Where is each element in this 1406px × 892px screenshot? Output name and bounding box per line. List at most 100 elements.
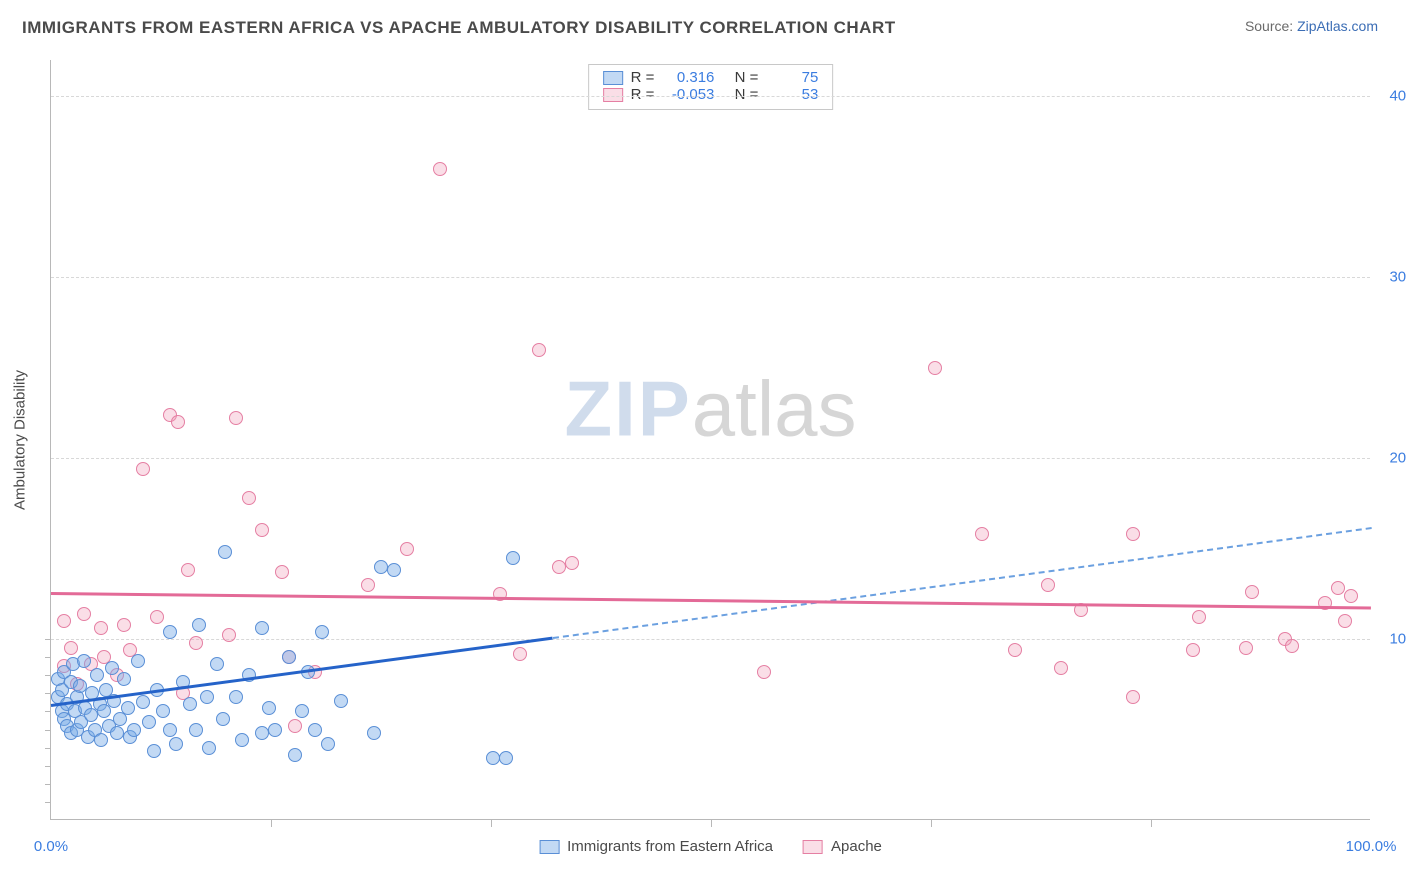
data-point-s1 xyxy=(131,654,145,668)
data-point-s2 xyxy=(1338,614,1352,628)
data-point-s2 xyxy=(361,578,375,592)
data-point-s1 xyxy=(202,741,216,755)
y-tick-label: 30.0% xyxy=(1376,269,1406,286)
x-tick xyxy=(491,819,492,827)
data-point-s2 xyxy=(255,523,269,537)
data-point-s1 xyxy=(210,657,224,671)
data-point-s2 xyxy=(975,527,989,541)
data-point-s1 xyxy=(229,690,243,704)
trend-line xyxy=(552,527,1371,639)
x-tick xyxy=(931,819,932,827)
grid-line xyxy=(51,639,1370,640)
data-point-s1 xyxy=(127,723,141,737)
y-tick-label: 20.0% xyxy=(1376,450,1406,467)
data-point-s2 xyxy=(189,636,203,650)
r-value-s2: -0.053 xyxy=(662,86,714,103)
plot-area: ZIPatlas R = 0.316 N = 75 R = -0.053 N =… xyxy=(50,60,1370,820)
data-point-s2 xyxy=(1186,643,1200,657)
legend-item-s2: Apache xyxy=(803,838,882,855)
data-point-s2 xyxy=(181,563,195,577)
source-prefix: Source: xyxy=(1245,18,1297,34)
data-point-s1 xyxy=(200,690,214,704)
data-point-s1 xyxy=(334,694,348,708)
data-point-s2 xyxy=(1192,610,1206,624)
x-tick-label: 0.0% xyxy=(34,838,68,855)
data-point-s1 xyxy=(136,695,150,709)
data-point-s1 xyxy=(308,723,322,737)
data-point-s2 xyxy=(1126,527,1140,541)
data-point-s1 xyxy=(315,625,329,639)
n-label-s2: N = xyxy=(735,86,759,103)
data-point-s1 xyxy=(97,704,111,718)
data-point-s2 xyxy=(532,343,546,357)
x-tick xyxy=(1151,819,1152,827)
data-point-s2 xyxy=(1008,643,1022,657)
data-point-s1 xyxy=(235,733,249,747)
x-tick xyxy=(271,819,272,827)
data-point-s2 xyxy=(77,607,91,621)
legend-label-s2: Apache xyxy=(831,838,882,855)
data-point-s1 xyxy=(374,560,388,574)
data-point-s1 xyxy=(94,733,108,747)
source-link[interactable]: ZipAtlas.com xyxy=(1297,18,1378,34)
data-point-s2 xyxy=(513,647,527,661)
data-point-s1 xyxy=(506,551,520,565)
x-tick-label: 100.0% xyxy=(1346,838,1397,855)
legend-item-s1: Immigrants from Eastern Africa xyxy=(539,838,773,855)
chart-title: IMMIGRANTS FROM EASTERN AFRICA VS APACHE… xyxy=(22,18,896,38)
data-point-s1 xyxy=(183,697,197,711)
data-point-s1 xyxy=(121,701,135,715)
data-point-s2 xyxy=(1126,690,1140,704)
data-point-s1 xyxy=(163,625,177,639)
legend-row-s1: R = 0.316 N = 75 xyxy=(603,69,819,86)
data-point-s2 xyxy=(222,628,236,642)
data-point-s1 xyxy=(117,672,131,686)
watermark: ZIPatlas xyxy=(564,364,856,455)
data-point-s2 xyxy=(64,641,78,655)
swatch-s2-icon xyxy=(603,88,623,102)
swatch-s1-icon xyxy=(539,840,559,854)
data-point-s2 xyxy=(150,610,164,624)
data-point-s2 xyxy=(1331,581,1345,595)
data-point-s1 xyxy=(156,704,170,718)
data-point-s1 xyxy=(499,751,513,765)
correlation-legend: R = 0.316 N = 75 R = -0.053 N = 53 xyxy=(588,64,834,110)
watermark-atlas: atlas xyxy=(692,365,857,453)
chart-area: Ambulatory Disability ZIPatlas R = 0.316… xyxy=(50,60,1370,820)
data-point-s1 xyxy=(387,563,401,577)
data-point-s2 xyxy=(242,491,256,505)
data-point-s1 xyxy=(163,723,177,737)
data-point-s2 xyxy=(1054,661,1068,675)
y-tick-label: 10.0% xyxy=(1376,631,1406,648)
data-point-s1 xyxy=(90,668,104,682)
data-point-s2 xyxy=(1041,578,1055,592)
n-value-s2: 53 xyxy=(766,86,818,103)
data-point-s1 xyxy=(142,715,156,729)
data-point-s2 xyxy=(1245,585,1259,599)
data-point-s2 xyxy=(928,361,942,375)
data-point-s1 xyxy=(105,661,119,675)
data-point-s2 xyxy=(229,411,243,425)
legend-label-s1: Immigrants from Eastern Africa xyxy=(567,838,773,855)
n-value-s1: 75 xyxy=(766,69,818,86)
trend-line xyxy=(51,592,1371,609)
data-point-s1 xyxy=(147,744,161,758)
data-point-s1 xyxy=(282,650,296,664)
data-point-s2 xyxy=(565,556,579,570)
data-point-s1 xyxy=(262,701,276,715)
data-point-s2 xyxy=(288,719,302,733)
data-point-s2 xyxy=(171,415,185,429)
data-point-s1 xyxy=(192,618,206,632)
data-point-s1 xyxy=(218,545,232,559)
data-point-s2 xyxy=(757,665,771,679)
grid-line xyxy=(51,458,1370,459)
data-point-s1 xyxy=(288,748,302,762)
swatch-s2-icon xyxy=(803,840,823,854)
data-point-s1 xyxy=(216,712,230,726)
data-point-s1 xyxy=(169,737,183,751)
swatch-s1-icon xyxy=(603,71,623,85)
data-point-s1 xyxy=(77,654,91,668)
data-point-s2 xyxy=(1344,589,1358,603)
data-point-s1 xyxy=(255,726,269,740)
x-tick xyxy=(711,819,712,827)
